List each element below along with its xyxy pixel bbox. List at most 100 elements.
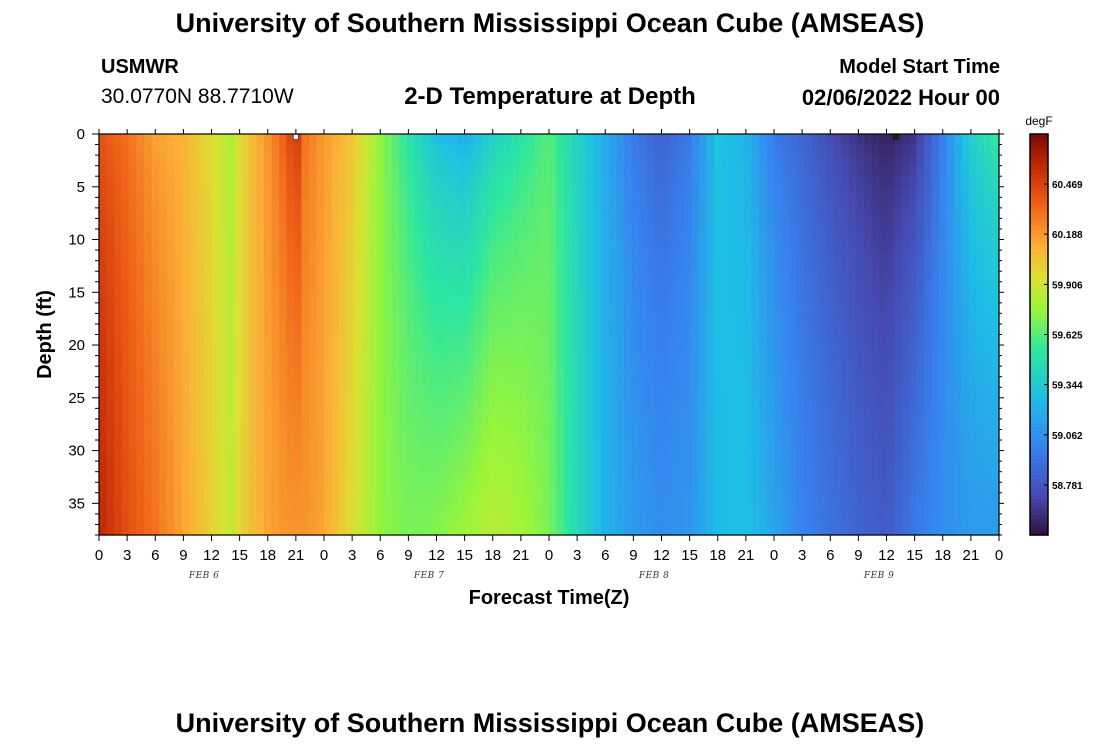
heatmap-cell xyxy=(481,165,490,177)
heatmap-cell xyxy=(594,186,603,198)
heatmap-cell xyxy=(279,260,288,272)
heatmap-cell xyxy=(924,513,933,526)
heatmap-cell xyxy=(114,450,123,462)
heatmap-cell xyxy=(519,228,528,241)
heatmap-cell xyxy=(204,228,213,241)
heatmap-cell xyxy=(924,176,933,188)
heatmap-cell xyxy=(976,239,985,251)
heatmap-cell xyxy=(474,397,483,409)
heatmap-cell xyxy=(444,429,453,441)
heatmap-cell xyxy=(99,302,108,314)
heatmap-cell xyxy=(114,366,123,378)
heatmap-cell xyxy=(609,387,618,399)
heatmap-cell xyxy=(834,323,843,336)
heatmap-cell xyxy=(676,302,685,314)
heatmap-cell xyxy=(324,176,333,188)
heatmap-cell xyxy=(391,302,400,314)
heatmap-cell xyxy=(789,302,798,314)
heatmap-cell xyxy=(849,482,858,494)
heatmap-cell xyxy=(436,197,445,209)
heatmap-cell xyxy=(646,376,655,388)
heatmap-cell xyxy=(639,144,648,156)
heatmap-cell xyxy=(766,397,775,409)
heatmap-cell xyxy=(526,302,535,314)
heatmap-cell xyxy=(864,218,873,230)
heatmap-cell xyxy=(579,513,588,526)
heatmap-cell xyxy=(496,176,505,188)
heatmap-cell xyxy=(654,461,663,473)
heatmap-cell xyxy=(571,281,580,293)
heatmap-cell xyxy=(841,302,850,314)
heatmap-cell xyxy=(151,281,160,293)
heatmap-cell xyxy=(571,345,580,357)
heatmap-cell xyxy=(196,144,205,156)
heatmap-cell xyxy=(459,186,468,198)
heatmap-cell xyxy=(226,355,235,367)
heatmap-cell xyxy=(834,207,843,220)
heatmap-cell xyxy=(804,281,813,293)
heatmap-cell xyxy=(384,355,393,367)
heatmap-cell xyxy=(519,450,528,462)
heatmap-cell xyxy=(114,271,123,283)
heatmap-cell xyxy=(819,228,828,241)
heatmap-cell xyxy=(294,387,303,399)
heatmap-cell xyxy=(871,513,880,526)
heatmap-cell xyxy=(624,450,633,462)
heatmap-cell xyxy=(459,408,468,420)
heatmap-cell xyxy=(946,355,955,367)
heatmap-cell xyxy=(436,239,445,251)
heatmap-cell xyxy=(654,218,663,230)
colorbar-label: 59.906 xyxy=(1052,280,1083,291)
heatmap-cell xyxy=(646,323,655,336)
heatmap-cell xyxy=(864,207,873,220)
heatmap-cell xyxy=(744,281,753,293)
heatmap-cell xyxy=(361,281,370,293)
colorbar-step xyxy=(1030,214,1048,219)
heatmap-cell xyxy=(114,397,123,409)
heatmap-cell xyxy=(879,418,888,431)
heatmap-cell xyxy=(166,155,175,167)
heatmap-cell xyxy=(406,176,415,188)
heatmap-cell xyxy=(519,260,528,272)
heatmap-cell xyxy=(624,260,633,272)
heatmap-cell xyxy=(466,440,475,452)
heatmap-cell xyxy=(879,334,888,346)
heatmap-cell xyxy=(271,387,280,399)
heatmap-cell xyxy=(391,207,400,220)
heatmap-cell xyxy=(414,250,423,262)
heatmap-cell xyxy=(234,271,243,283)
heatmap-cell xyxy=(744,513,753,526)
heatmap-cell xyxy=(204,387,213,399)
heatmap-cell xyxy=(414,271,423,283)
heatmap-cell xyxy=(729,218,738,230)
heatmap-cell xyxy=(339,165,348,177)
heatmap-cell xyxy=(489,513,498,526)
heatmap-cell xyxy=(451,207,460,220)
heatmap-cell xyxy=(534,461,543,473)
heatmap-cell xyxy=(204,334,213,346)
heatmap-cell xyxy=(706,239,715,251)
heatmap-cell xyxy=(549,418,558,431)
heatmap-cell xyxy=(924,144,933,156)
heatmap-cell xyxy=(586,186,595,198)
heatmap-cell xyxy=(249,397,258,409)
heatmap-cell xyxy=(474,292,483,304)
heatmap-cell xyxy=(451,313,460,325)
heatmap-cell xyxy=(556,260,565,272)
heatmap-cell xyxy=(714,281,723,293)
heatmap-cell xyxy=(481,281,490,293)
heatmap-cell xyxy=(421,503,430,515)
heatmap-cell xyxy=(594,239,603,251)
heatmap-cell xyxy=(384,302,393,314)
heatmap-cell xyxy=(706,144,715,156)
heatmap-cell xyxy=(114,334,123,346)
heatmap-cell xyxy=(309,260,318,272)
heatmap-cell xyxy=(339,524,348,536)
heatmap-cell xyxy=(991,271,1000,283)
heatmap-cell xyxy=(721,429,730,441)
heatmap-cell xyxy=(984,260,993,272)
heatmap-cell xyxy=(481,366,490,378)
heatmap-cell xyxy=(144,387,153,399)
heatmap-cell xyxy=(241,513,250,526)
heatmap-cell xyxy=(121,281,130,293)
